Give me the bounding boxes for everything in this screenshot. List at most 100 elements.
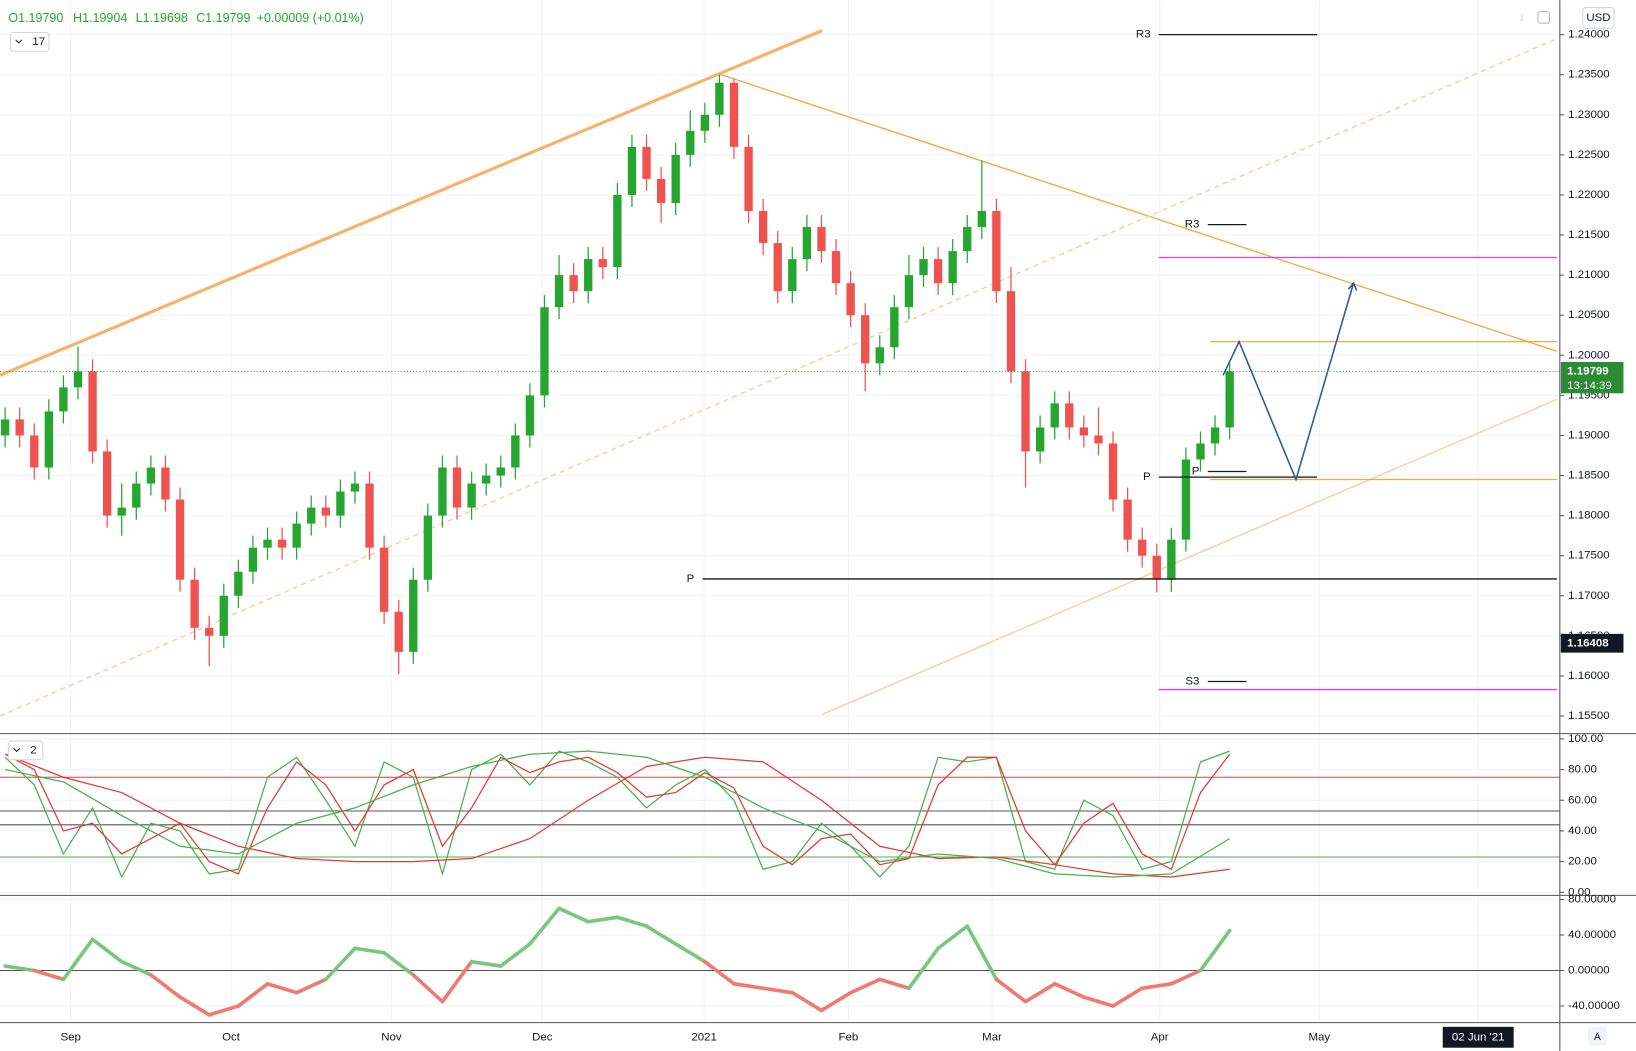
fullscreen-icon[interactable] [1537, 11, 1550, 24]
oscillator-segment [586, 915, 620, 924]
candle-body [175, 499, 185, 580]
y-tick-label: 1.18000 [1568, 510, 1609, 522]
candle-body [1021, 371, 1030, 452]
candle-body [992, 210, 1001, 292]
oscillator-segment [61, 937, 95, 982]
oscillator-segment [994, 977, 1028, 1004]
auto-label: A [1594, 1032, 1601, 1043]
candle-body [161, 467, 170, 500]
candle-body [263, 539, 272, 548]
pivot-label: P [1192, 466, 1200, 478]
candle-body [875, 347, 884, 364]
y-tick-label: 1.21000 [1568, 269, 1609, 281]
low-value: L1.19698 [136, 11, 188, 25]
y-tick-label: 100.00 [1568, 733, 1603, 745]
trend-line [821, 398, 1558, 716]
candle-body [919, 259, 928, 276]
oscillator-segment [703, 959, 736, 986]
candle-body [715, 82, 724, 115]
candle-body [336, 491, 345, 516]
candle-body [1050, 403, 1059, 428]
oscillator-segment [32, 968, 66, 982]
candle-body [379, 547, 389, 612]
candle-body [438, 467, 447, 516]
candle-body [627, 146, 637, 195]
candle-body [234, 571, 243, 596]
oscillator-segment [119, 959, 153, 977]
candle-body [190, 579, 199, 628]
candle-body [802, 227, 812, 260]
price-tag-label: 1.19799 [1567, 365, 1608, 377]
candle-body [496, 467, 505, 476]
oscillator-segment [615, 915, 649, 928]
candle-body [423, 515, 433, 580]
candle-body [525, 395, 535, 436]
oscillator-segment [965, 924, 999, 982]
candle-body [146, 467, 156, 484]
indicator-line [4, 753, 1230, 878]
price-tag [1560, 362, 1624, 394]
time-tag [1442, 1026, 1514, 1048]
candle-body [59, 387, 68, 412]
price-tag [1560, 633, 1624, 653]
candle-body [30, 435, 39, 468]
candle-body [584, 259, 593, 292]
y-tick-label: 40.00000 [1568, 929, 1616, 941]
y-tick-label: 60.00 [1568, 794, 1597, 806]
countdown-label: 13:14:39 [1567, 380, 1612, 392]
candle-body [656, 178, 666, 203]
trend-line [0, 38, 1558, 717]
oscillator-segment [790, 990, 824, 1013]
candle-body [132, 483, 141, 508]
x-tick-label: Feb [839, 1031, 859, 1043]
candle-body [1138, 539, 1147, 556]
oscillator-segment [732, 981, 765, 991]
candle-body [598, 259, 607, 268]
oscillator-segment [1023, 981, 1057, 1004]
interval-button[interactable] [9, 31, 50, 52]
auto-button[interactable] [1588, 1026, 1607, 1046]
currency-button[interactable] [1582, 6, 1615, 29]
oscillator-segment [294, 977, 328, 995]
y-tick-label: 80.00 [1568, 764, 1597, 776]
candle-body [205, 627, 214, 636]
oscillator-segment [353, 946, 386, 955]
pivot-label: P [687, 573, 695, 585]
x-tick-label: Apr [1151, 1031, 1169, 1043]
candle-body [933, 259, 943, 284]
candle-body [350, 483, 360, 492]
candle-body [481, 475, 491, 484]
oscillator-segment [907, 946, 940, 991]
candle-body [613, 194, 622, 268]
x-tick-label: Nov [381, 1031, 402, 1043]
candle-body [1196, 443, 1205, 460]
candle-body [1152, 555, 1161, 580]
candle-body [1181, 459, 1191, 540]
candle-body [365, 483, 374, 548]
candle-body [729, 82, 739, 147]
oscillator-segment [265, 981, 299, 995]
oscillator-segment [528, 906, 561, 946]
pivot-label: R3 [1136, 29, 1151, 41]
pane-button[interactable] [7, 740, 44, 761]
candle-body [977, 210, 986, 228]
candle-body [73, 371, 83, 388]
candle-body [1210, 427, 1220, 444]
oscillator-segment [149, 973, 182, 999]
candle-body [831, 251, 841, 284]
oscillator-segment [848, 977, 882, 995]
candle-body [671, 154, 680, 203]
candle-body [948, 251, 957, 284]
pivot-label: S3 [1185, 676, 1199, 688]
candle-body [219, 595, 228, 636]
candle-body [861, 315, 870, 364]
candle-body [0, 419, 10, 436]
candle-body [540, 307, 549, 396]
candle-body [788, 259, 797, 292]
arrow-head [1347, 281, 1358, 291]
scroll-icon[interactable]: ↓ [1519, 12, 1525, 24]
y-tick-label: 1.24000 [1568, 29, 1609, 41]
pivot-label: R3 [1185, 219, 1200, 231]
